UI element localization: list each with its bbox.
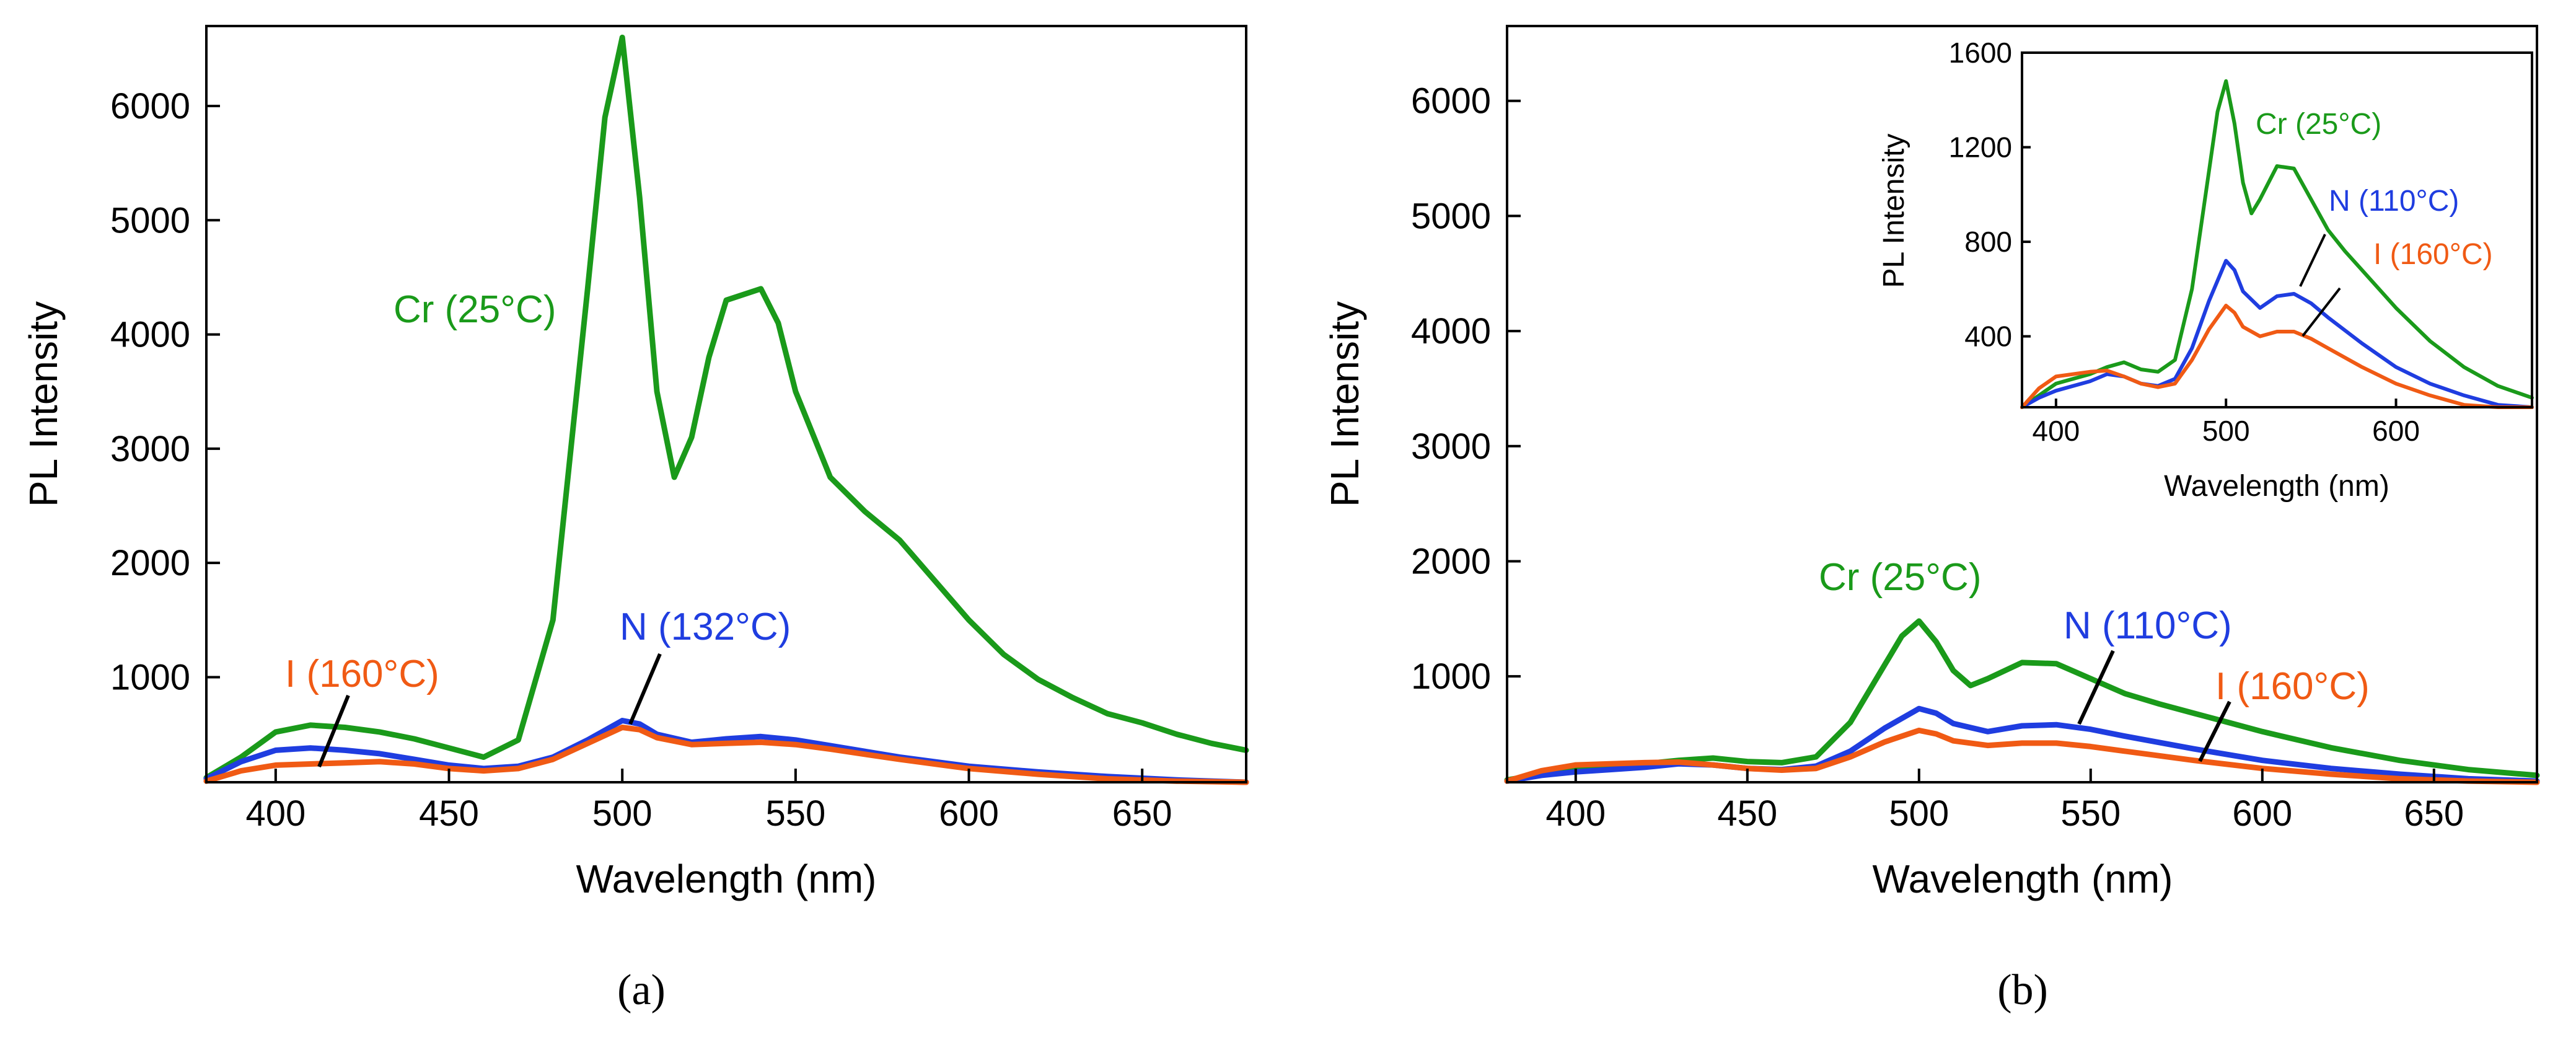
- panel-a-label-cr: Cr (25°C): [393, 288, 556, 331]
- panel-a-label-n: N (132°C): [620, 606, 791, 648]
- inset-x-tick-label: 500: [2202, 415, 2250, 447]
- inset-label-n: N (110°C): [2329, 185, 2459, 218]
- panel-b-series-cr-line: [1504, 618, 2540, 783]
- inset-x-tick-label: 600: [2372, 415, 2420, 447]
- panel-a-annotation-leaders: [317, 653, 662, 768]
- panel-a-x-tick-label: 500: [592, 793, 653, 834]
- panel-b-x-axis-title: Wavelength (nm): [1873, 857, 2173, 901]
- inset-y-tick-label: 1200: [1949, 131, 2012, 164]
- panel-a-x-tick-label: 600: [939, 793, 999, 834]
- panel-b-y-tick-label: 6000: [1411, 81, 1491, 121]
- inset-background: [2022, 53, 2532, 407]
- inset-x-tick-label: 400: [2032, 415, 2080, 447]
- panel-b-x-tick-label: 450: [1717, 793, 1777, 834]
- panel-b-x-tick-label: 650: [2404, 793, 2464, 834]
- panel-a-x-tick-label: 400: [245, 793, 306, 834]
- panel-b-plot-frame: [1506, 25, 2538, 783]
- panel-a-y-tick-label: 5000: [110, 200, 190, 240]
- inset-ticks: 400 500 600 400 800 1200 1600: [1949, 37, 2420, 447]
- panel-b-label-n: N (110°C): [2064, 604, 2232, 647]
- panel-a-caption: (a): [617, 966, 666, 1014]
- panel-b-y-tick-label: 4000: [1411, 311, 1491, 351]
- panel-b-y-tick-label: 1000: [1411, 656, 1491, 697]
- panel-b-x-tick-label: 500: [1889, 793, 1949, 834]
- panel-a: 400 450 500 550 600 650 1000 2000 3000 4000 5000 60…: [21, 25, 1249, 1014]
- panel-b-leader-n: [2077, 650, 2115, 725]
- panel-a-y-tick-label: 2000: [110, 543, 190, 583]
- panel-b-label-cr: Cr (25°C): [1819, 556, 1981, 599]
- inset-label-cr: Cr (25°C): [2256, 108, 2381, 141]
- panel-a-plot-frame: [205, 25, 1247, 783]
- panel-a-series-cr-line: [203, 34, 1249, 781]
- inset-plot-frame: [2021, 51, 2533, 408]
- panel-a-y-axis-title: PL Intensity: [21, 301, 66, 507]
- inset-label-i: I (160°C): [2373, 238, 2493, 271]
- inset-x-axis-title: Wavelength (nm): [2164, 470, 2389, 503]
- inset-y-axis-title: PL Intensity: [1878, 133, 1910, 288]
- inset-series-cr-line: [2020, 79, 2534, 409]
- panel-a-ticks: 400 450 500 550 600 650 1000 2000 3000 4000 5000 60…: [110, 86, 1172, 834]
- panel-a-x-tick-label: 650: [1112, 793, 1172, 834]
- panel-a-leader-n: [628, 653, 662, 725]
- panel-a-x-tick-label: 550: [765, 793, 825, 834]
- panel-a-label-i: I (160°C): [285, 653, 439, 695]
- inset-leader-n: [2299, 234, 2326, 287]
- panel-b-series-n-line: [1504, 705, 2540, 784]
- panel-a-y-tick-label: 4000: [110, 315, 190, 355]
- panel-b-x-tick-label: 550: [2060, 793, 2121, 834]
- inset-y-tick-label: 400: [1964, 320, 2012, 353]
- inset-series-n-line: [2020, 258, 2534, 409]
- panel-b-x-tick-label: 600: [2232, 793, 2292, 834]
- panel-a-x-tick-label: 450: [419, 793, 479, 834]
- panel-b-leader-i: [2198, 700, 2231, 762]
- panel-b-y-tick-label: 3000: [1411, 426, 1491, 467]
- panel-b-annotation-leaders: [2077, 650, 2231, 762]
- panel-a-x-axis-title: Wavelength (nm): [576, 857, 877, 901]
- panel-b-series-i-line: [1504, 727, 2540, 785]
- panel-b-x-tick-label: 400: [1545, 793, 1606, 834]
- panel-b-label-i: I (160°C): [2215, 665, 2370, 708]
- inset-curves: [2020, 79, 2534, 409]
- panel-b-y-tick-label: 2000: [1411, 541, 1491, 581]
- panel-a-y-tick-label: 3000: [110, 429, 190, 469]
- inset-y-tick-label: 1600: [1949, 37, 2012, 69]
- panel-b-caption: (b): [1997, 966, 2048, 1014]
- panel-a-series-i-line: [203, 725, 1249, 785]
- inset-series-i-line: [2020, 304, 2534, 409]
- inset-y-tick-label: 800: [1964, 226, 2012, 258]
- panel-a-y-tick-label: 6000: [110, 86, 190, 126]
- panel-b-y-axis-title: PL Intensity: [1322, 301, 1367, 507]
- inset-leader-i: [2301, 287, 2341, 337]
- panel-b-y-tick-label: 5000: [1411, 196, 1491, 236]
- panel-b-ticks: 400 450 500 550 600 650 1000 2000 3000 4000 5000 60…: [1411, 81, 2464, 834]
- panel-a-leader-i: [317, 694, 350, 768]
- panel-b-curves: [1504, 618, 2540, 785]
- panel-a-y-tick-label: 1000: [110, 657, 190, 697]
- panel-b: 400 450 500 550 600 650 1000 2000 3000 4000 5000 60…: [1322, 25, 2540, 1014]
